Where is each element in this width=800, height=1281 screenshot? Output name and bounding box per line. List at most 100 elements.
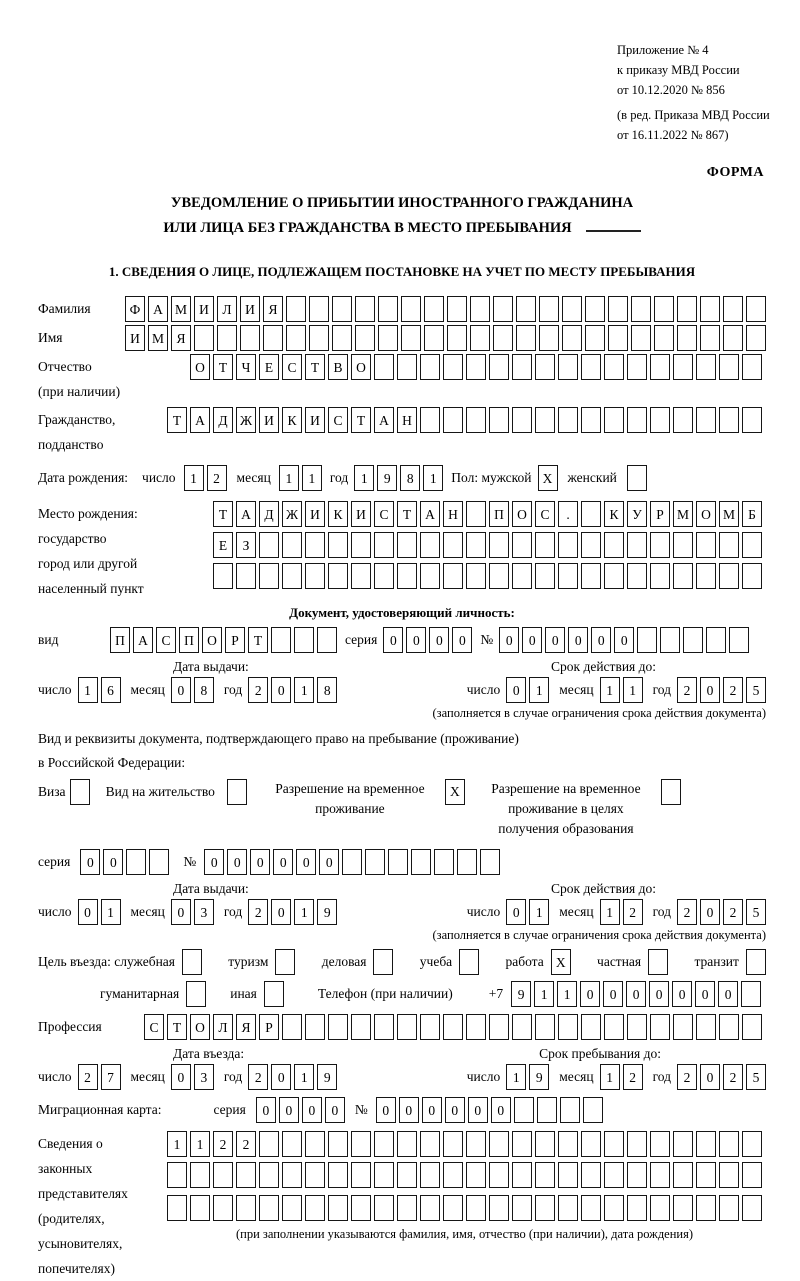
char-box	[420, 354, 440, 381]
char-box	[536, 1097, 557, 1124]
char-box	[351, 1162, 371, 1189]
char-box: Т	[213, 501, 233, 528]
purpose-other: иная	[230, 981, 284, 1008]
char-box	[424, 296, 444, 323]
char-box	[480, 849, 501, 876]
char-box	[397, 1014, 417, 1041]
char-box	[401, 325, 421, 352]
char-box: А	[190, 407, 210, 434]
char-box	[516, 296, 536, 323]
char-box	[650, 532, 670, 559]
representatives-boxes-row2	[167, 1162, 762, 1189]
char-box	[259, 1162, 279, 1189]
char-box	[373, 949, 394, 976]
id-series-label: серия	[345, 632, 378, 648]
temp-permit-label-line1: Разрешение на временное	[275, 780, 425, 796]
birthplace-row: Место рождения: государство город или др…	[38, 501, 766, 601]
char-box	[263, 325, 283, 352]
char-box	[742, 532, 762, 559]
char-box: Р	[259, 1014, 279, 1041]
char-box: Т	[167, 407, 187, 434]
char-box: 1	[294, 1064, 315, 1091]
char-box	[562, 325, 582, 352]
phone-prefix: +7	[488, 986, 504, 1002]
char-box	[466, 1162, 486, 1189]
checkbox-visa	[69, 778, 90, 805]
year-label: год	[652, 904, 671, 920]
day-label: число	[466, 682, 501, 698]
checkbox-tourism	[275, 949, 296, 976]
char-box	[489, 1131, 509, 1158]
char-box	[719, 1162, 739, 1189]
char-box	[742, 354, 762, 381]
char-box	[742, 563, 762, 590]
char-box: 1	[167, 1131, 187, 1158]
char-box: Л	[213, 1014, 233, 1041]
char-box	[581, 1131, 601, 1158]
char-box: 0	[467, 1097, 488, 1124]
char-box	[305, 1131, 325, 1158]
char-box	[512, 563, 532, 590]
char-box	[627, 563, 647, 590]
birthplace-label: Место рождения: государство город или др…	[38, 501, 213, 601]
char-box: X	[537, 465, 558, 492]
char-box	[604, 407, 624, 434]
citizenship-label-line1: Гражданство,	[38, 412, 116, 428]
char-box	[351, 1195, 371, 1222]
given-name-label: Имя	[38, 330, 63, 346]
month-label: месяц	[236, 470, 271, 486]
char-box	[626, 465, 647, 492]
char-box	[558, 532, 578, 559]
char-box	[374, 1195, 394, 1222]
char-box	[167, 1162, 187, 1189]
char-box	[447, 296, 467, 323]
char-box	[696, 1162, 716, 1189]
char-box: 6	[100, 677, 121, 704]
char-box	[309, 325, 329, 352]
char-box: X	[550, 949, 571, 976]
permit-valid-until-label: Срок действия до:	[551, 881, 656, 897]
char-box: Т	[305, 354, 325, 381]
char-box	[535, 354, 555, 381]
char-box: 0	[271, 1064, 292, 1091]
char-box	[558, 407, 578, 434]
char-box	[535, 1162, 555, 1189]
char-box	[627, 1195, 647, 1222]
char-box	[420, 1131, 440, 1158]
char-box: 8	[317, 677, 338, 704]
char-box	[374, 1014, 394, 1041]
residence-doc-line2: в Российской Федерации:	[38, 754, 186, 770]
id-validity-note: (заполняется в случае ограничения срока …	[432, 706, 766, 721]
char-box	[535, 532, 555, 559]
annex-reference: Приложение № 4 к приказу МВД России от 1…	[617, 40, 800, 145]
char-box	[459, 949, 480, 976]
year-label: год	[652, 1069, 671, 1085]
char-box: 0	[452, 627, 473, 654]
purpose-second-row: гуманитарная иная Телефон (при наличии) …	[38, 981, 766, 1008]
char-box	[489, 1195, 509, 1222]
char-box: X	[444, 778, 465, 805]
char-box	[466, 532, 486, 559]
char-box	[513, 1097, 534, 1124]
char-box	[742, 1014, 762, 1041]
checkbox-private	[648, 949, 669, 976]
char-box: 1	[599, 1064, 620, 1091]
char-box	[374, 563, 394, 590]
char-box	[466, 354, 486, 381]
char-box	[309, 296, 329, 323]
year-label: год	[329, 470, 349, 486]
char-box	[69, 778, 90, 805]
